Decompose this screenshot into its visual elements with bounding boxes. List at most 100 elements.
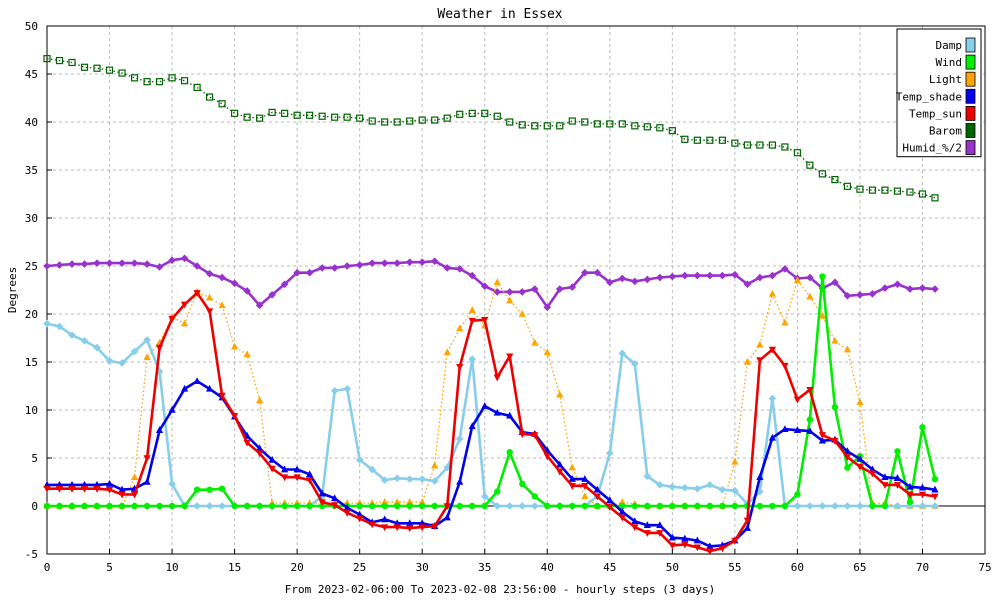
data-point (781, 265, 789, 273)
data-point (243, 287, 251, 295)
data-point (931, 502, 939, 510)
data-point (180, 319, 189, 327)
y-tick-label: 10 (25, 404, 38, 417)
data-point (743, 524, 751, 531)
data-point (43, 319, 51, 328)
data-point (493, 408, 501, 416)
data-point (118, 502, 126, 510)
data-point (243, 439, 251, 447)
data-point (93, 485, 101, 493)
data-point (506, 118, 514, 126)
data-point (380, 259, 389, 267)
data-point (406, 498, 414, 505)
data-point (718, 271, 727, 280)
data-point (856, 463, 864, 471)
data-point (256, 450, 264, 458)
legend-swatch (965, 123, 976, 138)
data-point (143, 78, 151, 86)
data-point (743, 358, 751, 365)
y-tick-label: 35 (25, 164, 38, 177)
data-point (468, 271, 477, 280)
data-point (368, 521, 376, 529)
data-point (431, 523, 439, 531)
series-temp-shade (43, 377, 939, 550)
x-tick-label: 35 (478, 561, 491, 574)
data-point (531, 432, 539, 439)
x-tick-label: 0 (44, 561, 51, 574)
data-point (881, 473, 889, 480)
data-point (768, 271, 777, 280)
data-point (918, 483, 927, 491)
data-point (556, 468, 564, 476)
data-point (43, 485, 51, 493)
data-point (506, 296, 514, 304)
data-point (405, 258, 414, 266)
data-point (606, 120, 614, 128)
data-point (931, 194, 939, 202)
data-point (381, 502, 388, 510)
data-point (606, 449, 614, 457)
data-point (856, 502, 864, 510)
data-point (494, 488, 501, 495)
data-point (931, 485, 939, 493)
data-point (130, 473, 139, 480)
data-point (418, 524, 426, 532)
data-point (756, 473, 764, 480)
data-point (631, 524, 639, 532)
data-point (68, 485, 76, 493)
series-barom (43, 55, 939, 202)
data-point (518, 310, 526, 317)
data-point (306, 477, 314, 485)
data-point (731, 537, 739, 545)
data-point (168, 74, 176, 82)
data-point (593, 268, 602, 277)
data-point (631, 122, 639, 130)
data-point (843, 182, 852, 190)
data-point (393, 498, 401, 505)
data-point (418, 498, 426, 505)
data-point (218, 100, 226, 108)
data-point (793, 502, 802, 510)
data-point (631, 277, 639, 286)
data-point (806, 416, 814, 423)
data-point (593, 120, 601, 128)
data-point (618, 507, 626, 515)
y-tick-label: 45 (25, 68, 38, 81)
data-point (381, 118, 389, 126)
data-point (231, 342, 239, 350)
data-point (481, 316, 489, 324)
data-point (343, 509, 351, 517)
data-point (831, 502, 839, 510)
data-point (181, 502, 188, 510)
data-point (331, 502, 339, 510)
data-point (318, 499, 326, 507)
data-point (481, 402, 489, 409)
data-point (205, 384, 214, 392)
data-point (843, 345, 852, 353)
data-point (831, 437, 839, 445)
data-point (856, 291, 864, 299)
data-point (756, 273, 764, 282)
data-point (706, 542, 714, 550)
data-point (105, 66, 114, 74)
data-point (306, 111, 314, 119)
data-point (769, 502, 776, 510)
data-point (568, 475, 576, 482)
x-tick-label: 40 (541, 561, 554, 574)
data-point (356, 515, 364, 523)
data-point (56, 502, 63, 510)
data-point (455, 435, 464, 443)
data-point (631, 502, 639, 510)
data-point (130, 491, 139, 499)
data-point (843, 291, 852, 300)
data-point (918, 491, 927, 499)
y-tick-label: 25 (25, 260, 38, 273)
data-point (518, 502, 527, 510)
data-point (618, 349, 627, 358)
data-point (794, 491, 801, 498)
data-point (731, 139, 739, 147)
data-point (318, 112, 326, 120)
data-point (669, 502, 676, 510)
data-point (393, 474, 401, 482)
data-point (493, 374, 501, 382)
